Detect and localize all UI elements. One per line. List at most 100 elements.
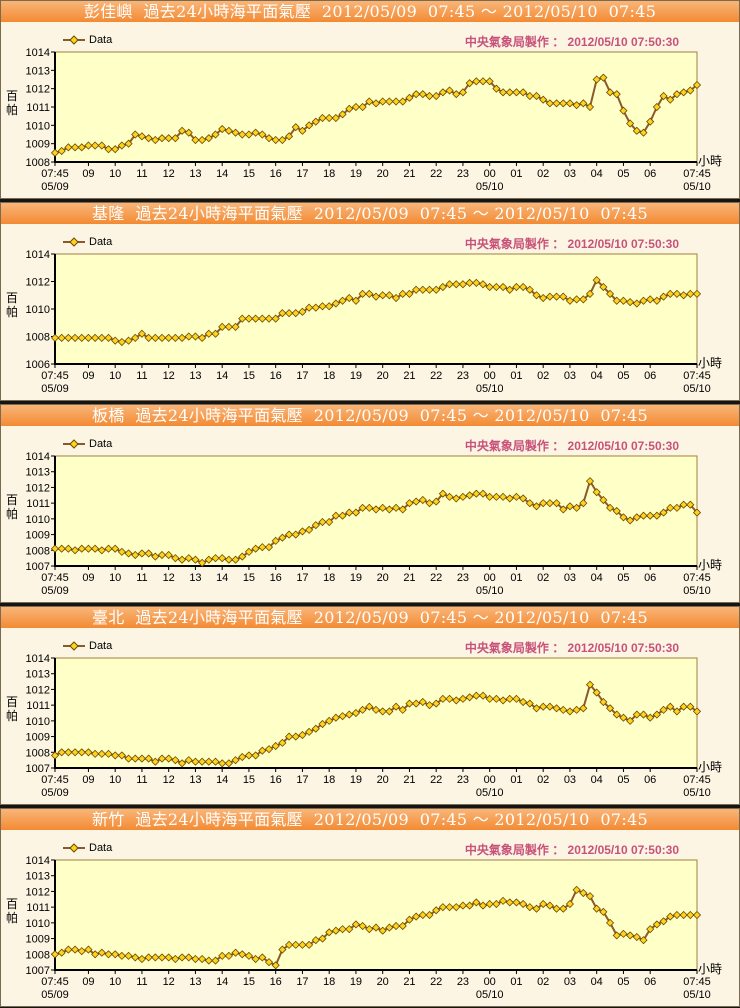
data-point <box>605 503 615 512</box>
data-point <box>358 289 367 298</box>
data-point <box>164 134 173 143</box>
data-point <box>385 923 394 932</box>
legend: Data <box>63 438 112 450</box>
data-point <box>425 91 434 101</box>
x-axis-unit-label: 小時 <box>698 760 723 774</box>
y-tick-label: 1011 <box>26 700 50 712</box>
data-point <box>325 928 334 937</box>
data-point <box>378 97 387 106</box>
data-point <box>525 499 534 508</box>
data-point <box>391 97 401 106</box>
data-point <box>251 314 260 323</box>
data-point <box>378 707 387 716</box>
data-point <box>592 75 601 84</box>
x-tick-label: 05 <box>617 976 629 988</box>
data-point <box>512 694 521 703</box>
data-point <box>605 88 615 97</box>
chart-title: 板橋 過去24小時海平面氣壓 2012/05/09 07:45 ～ 2012/0… <box>1 405 739 426</box>
data-point <box>565 502 575 511</box>
data-point <box>626 298 635 307</box>
data-point <box>204 555 213 564</box>
data-point <box>50 333 60 342</box>
credit-text: 中央氣象局製作 ： 2012/05/10 07:50:30 <box>464 35 679 49</box>
data-point <box>519 494 528 503</box>
data-point <box>177 555 187 564</box>
data-point <box>659 292 668 301</box>
data-point <box>231 128 240 137</box>
data-point <box>291 123 300 132</box>
data-point <box>686 702 695 711</box>
x-tick-label: 01 <box>510 572 522 584</box>
y-tick-label: 1008 <box>26 747 50 759</box>
data-point <box>124 754 133 763</box>
data-point <box>358 503 367 512</box>
data-point <box>412 285 421 294</box>
data-point <box>472 691 481 700</box>
data-point <box>365 702 374 711</box>
data-point <box>325 517 334 527</box>
data-point <box>418 285 427 294</box>
data-point <box>458 694 468 703</box>
data-point <box>305 525 314 534</box>
x-tick-label: 03 <box>564 572 576 584</box>
data-point <box>592 904 601 913</box>
data-point <box>151 552 160 561</box>
data-point <box>585 102 595 112</box>
data-point <box>666 289 675 298</box>
data-point <box>218 554 227 563</box>
data-point <box>278 738 287 747</box>
data-point <box>191 135 200 145</box>
data-point <box>291 940 300 949</box>
data-point <box>619 929 628 938</box>
data-point <box>572 101 581 110</box>
data-point <box>532 704 541 713</box>
data-point <box>686 289 695 298</box>
data-point <box>271 135 280 145</box>
data-point <box>164 953 173 962</box>
data-point <box>184 953 193 962</box>
x-tick-label: 19 <box>350 370 362 382</box>
pressure-chart-panel: 彭佳嶼 過去24小時海平面氣壓 2012/05/09 07:45 ～ 2012/… <box>0 0 740 199</box>
data-point <box>331 113 340 123</box>
y-tick-label: 1008 <box>26 332 50 344</box>
credit-text: 中央氣象局製作 ： 2012/05/10 07:50:30 <box>464 641 679 655</box>
x-tick-label: 19 <box>350 976 362 988</box>
data-point <box>385 505 394 514</box>
y-tick-label: 1008 <box>26 545 50 557</box>
legend: Data <box>63 640 112 652</box>
data-point <box>224 555 233 564</box>
data-point <box>679 291 688 300</box>
data-point <box>284 732 294 741</box>
data-point <box>398 705 407 714</box>
data-point <box>692 80 702 90</box>
x-tick-label: 07:45 <box>41 168 69 180</box>
y-tick-label: 1014 <box>26 653 50 665</box>
x-tick-date-label: 05/09 <box>41 181 69 193</box>
data-point <box>77 544 86 553</box>
y-tick-label: 1010 <box>26 120 50 132</box>
x-tick-label: 10 <box>109 370 121 382</box>
data-point <box>91 141 100 150</box>
data-point <box>666 702 675 711</box>
data-point <box>338 296 347 305</box>
data-point <box>619 106 628 115</box>
data-point <box>311 117 320 126</box>
x-tick-label: 05 <box>617 572 629 584</box>
data-point <box>505 88 514 97</box>
data-point <box>619 713 628 722</box>
data-point <box>291 732 300 741</box>
y-tick-label: 1009 <box>26 530 50 542</box>
data-point <box>77 748 86 757</box>
data-point <box>284 940 294 949</box>
pressure-chart-panel: 新竹 過去24小時海平面氣壓 2012/05/09 07:45 ～ 2012/0… <box>0 808 740 1007</box>
legend-diamond-line-icon <box>63 237 85 247</box>
y-tick-label: 1010 <box>26 514 50 526</box>
data-point <box>485 492 494 501</box>
data-point <box>452 903 461 912</box>
x-tick-label: 07:45 <box>683 168 711 180</box>
data-point <box>338 712 347 721</box>
data-point <box>345 104 354 113</box>
data-point <box>358 705 367 714</box>
data-point <box>231 948 240 957</box>
data-point <box>679 500 688 509</box>
